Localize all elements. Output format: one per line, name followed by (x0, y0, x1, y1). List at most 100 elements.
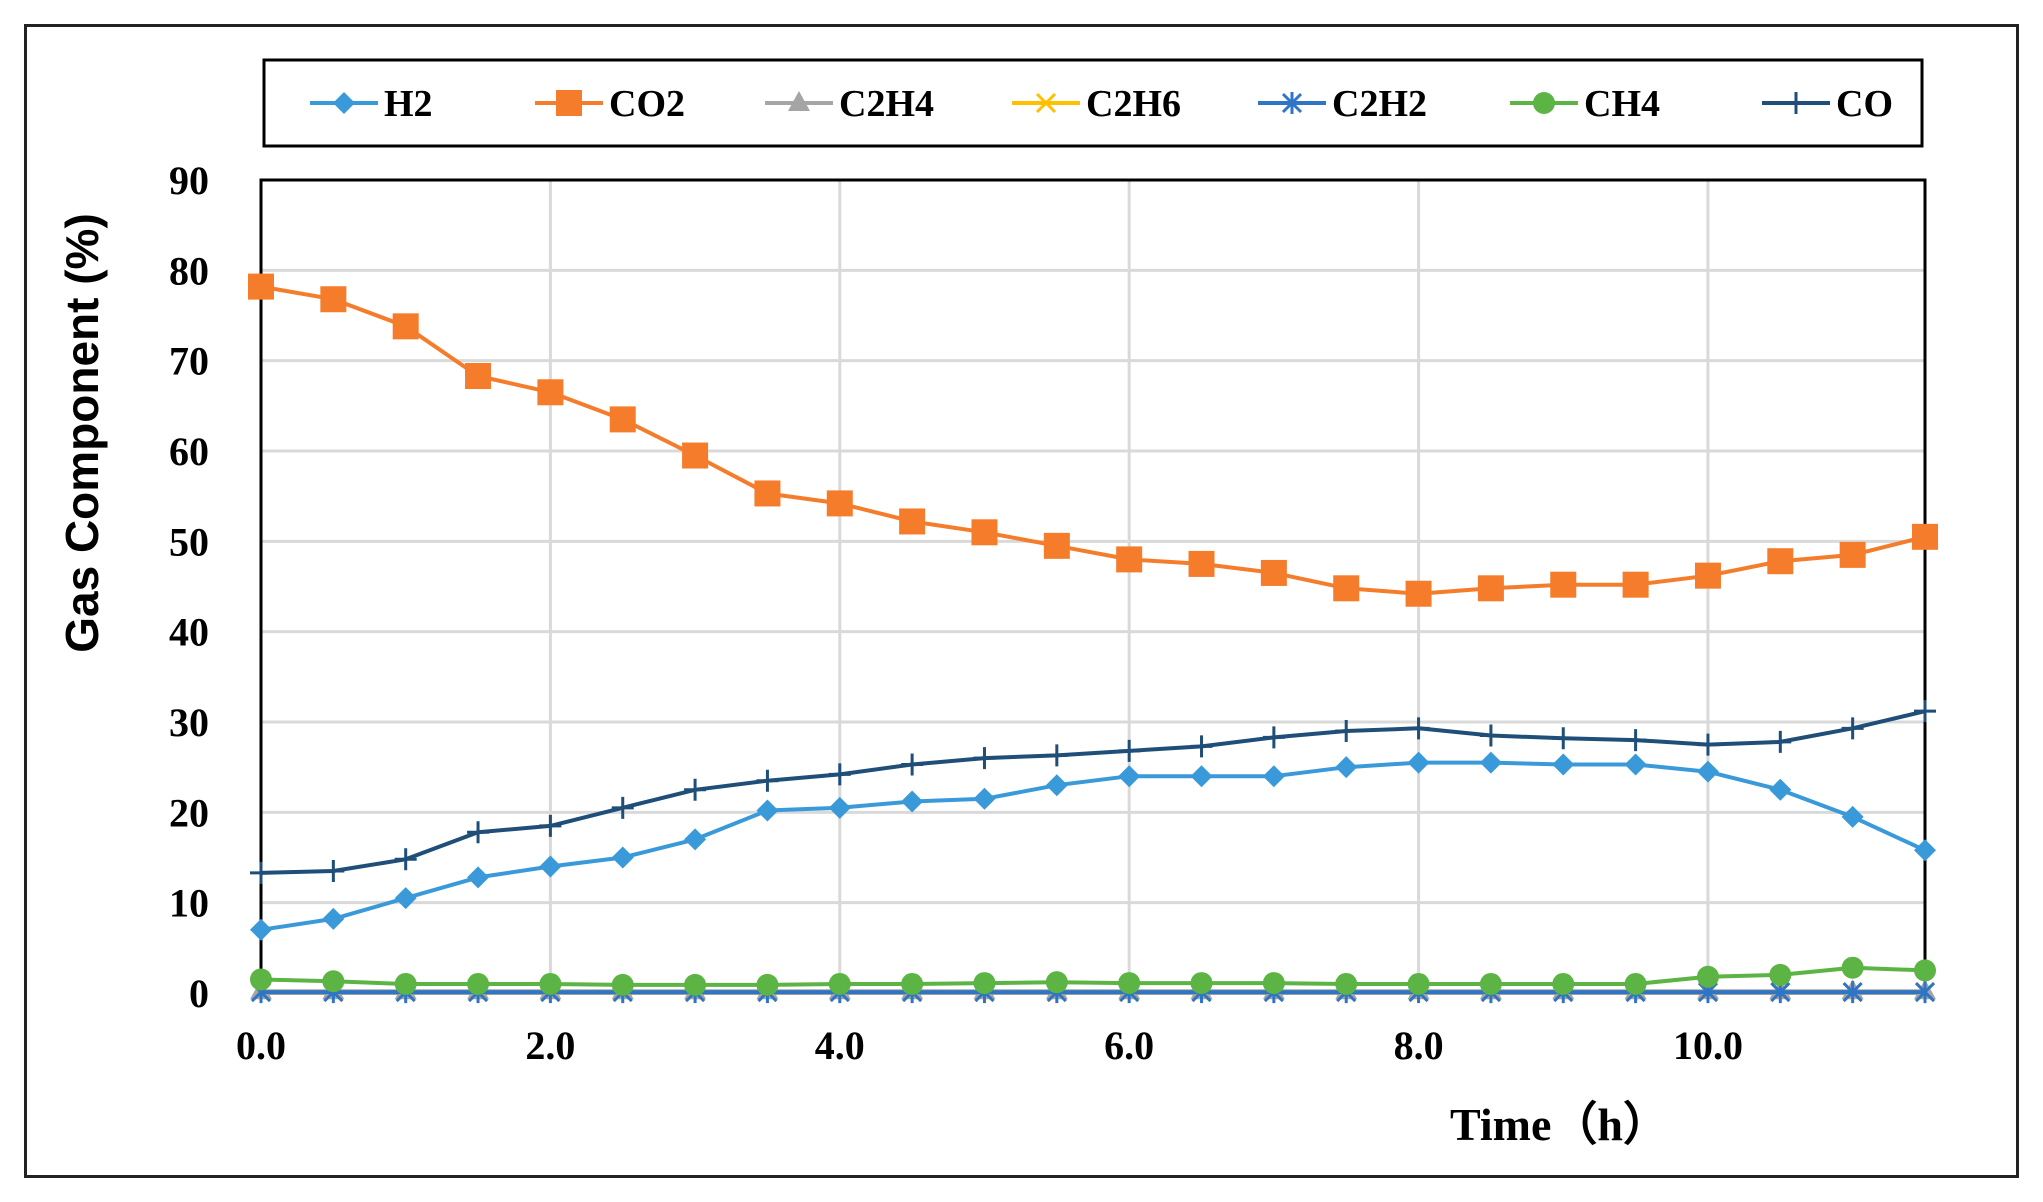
data-point-ch4 (1624, 972, 1647, 995)
series-line-co (260, 709, 1926, 875)
data-point-co (756, 769, 779, 792)
y-axis-label: Gas Component (%) (56, 213, 108, 653)
y-tick-label: 30 (169, 700, 209, 745)
data-point-ch4 (539, 972, 562, 995)
series-group (248, 273, 1938, 1004)
data-point-co2 (248, 273, 274, 300)
series-line-co2 (260, 284, 1926, 596)
series-ch4 (250, 956, 1936, 996)
data-point-co (1769, 730, 1792, 753)
x-tick-label: 2.0 (525, 1023, 575, 1068)
legend-item-ch4: CH4 (1510, 83, 1660, 125)
data-point-co2 (682, 442, 709, 469)
legend-item-c2h4: C2H4 (765, 83, 934, 125)
data-point-ch4 (1914, 959, 1936, 982)
data-point-h2 (1552, 753, 1575, 776)
series-line-h2 (260, 760, 1926, 932)
data-point-h2 (322, 907, 345, 930)
data-point-h2 (611, 846, 634, 869)
data-point-co (539, 814, 562, 837)
chart-frame (24, 24, 2019, 1178)
data-point-co (1407, 717, 1430, 740)
data-point-co2 (1260, 559, 1287, 586)
legend-label: CO2 (609, 83, 685, 125)
data-point-h2 (1914, 839, 1936, 862)
data-point-h2 (394, 887, 417, 910)
y-tick-label: 60 (169, 429, 209, 474)
data-point-co2 (537, 379, 564, 406)
data-point-h2 (1841, 805, 1864, 828)
data-point-h2 (250, 918, 272, 941)
data-point-co2 (1694, 562, 1721, 589)
data-point-h2 (828, 796, 851, 819)
legend: H2 CO2 C2H4 C2H6 C2H2 CH4 CO (262, 58, 1924, 148)
x-axis-ticks: 0.0 2.0 4.0 6.0 8.0 10.0 (236, 1023, 1743, 1068)
data-point-ch4 (901, 972, 924, 995)
data-point-co2 (320, 286, 347, 313)
y-tick-label: 20 (169, 790, 209, 835)
x-axis-label: Time（h） (1450, 1099, 1669, 1150)
legend-item-c2h6: C2H6 (1012, 83, 1181, 125)
series-line-ch4 (260, 965, 1926, 987)
data-point-ch4 (322, 970, 345, 993)
data-point-c2h2 (1842, 981, 1863, 1004)
legend-item-h2: H2 (310, 83, 433, 125)
data-point-ch4 (467, 972, 490, 995)
data-point-co (973, 747, 996, 770)
data-point-co2 (826, 490, 853, 517)
data-point-co (1914, 700, 1936, 723)
data-point-h2 (1407, 751, 1430, 774)
legend-marker-icon (1785, 92, 1807, 114)
data-point-co2 (1333, 575, 1360, 602)
x-tick-label: 4.0 (815, 1023, 865, 1068)
data-point-co (250, 861, 272, 884)
data-point-ch4 (1262, 972, 1285, 995)
data-point-co (1045, 744, 1068, 767)
data-point-h2 (756, 799, 779, 822)
data-point-ch4 (1769, 963, 1792, 986)
data-point-ch4 (973, 972, 996, 995)
data-point-ch4 (756, 973, 779, 996)
legend-label: CH4 (1584, 83, 1660, 125)
data-point-ch4 (828, 972, 851, 995)
y-tick-label: 40 (169, 610, 209, 655)
data-point-co2 (754, 480, 781, 507)
data-point-ch4 (1045, 971, 1068, 994)
legend-marker-icon (556, 90, 582, 116)
data-point-co (322, 860, 345, 883)
data-point-co2 (1043, 532, 1070, 559)
data-point-co (1118, 739, 1141, 762)
data-point-co (1479, 724, 1502, 747)
data-point-co (611, 796, 634, 819)
data-point-ch4 (1190, 972, 1213, 995)
data-point-ch4 (611, 973, 634, 996)
data-point-ch4 (1118, 972, 1141, 995)
data-point-h2 (973, 787, 996, 810)
data-point-co (1841, 717, 1864, 740)
data-point-h2 (684, 828, 707, 851)
data-point-co2 (1912, 523, 1938, 550)
data-point-co2 (465, 363, 492, 390)
data-point-ch4 (684, 973, 707, 996)
legend-marker-icon (788, 91, 810, 111)
data-point-ch4 (1841, 956, 1864, 979)
data-point-co2 (1550, 571, 1577, 598)
y-tick-label: 0 (189, 971, 209, 1016)
data-point-h2 (1624, 753, 1647, 776)
data-point-h2 (539, 855, 562, 878)
data-point-ch4 (1407, 972, 1430, 995)
data-point-co (684, 778, 707, 801)
data-point-h2 (1479, 751, 1502, 774)
legend-item-c2h2: C2H2 (1258, 83, 1427, 125)
legend-marker-icon (333, 92, 355, 114)
data-point-ch4 (1552, 972, 1575, 995)
data-point-h2 (1262, 765, 1285, 788)
series-co (250, 700, 1936, 884)
data-point-co (1624, 729, 1647, 752)
legend-label: CO (1836, 83, 1893, 125)
data-point-h2 (467, 866, 490, 889)
legend-marker-icon (1533, 92, 1555, 114)
legend-label: C2H4 (839, 83, 934, 125)
legend-marker-icon (1281, 92, 1303, 114)
